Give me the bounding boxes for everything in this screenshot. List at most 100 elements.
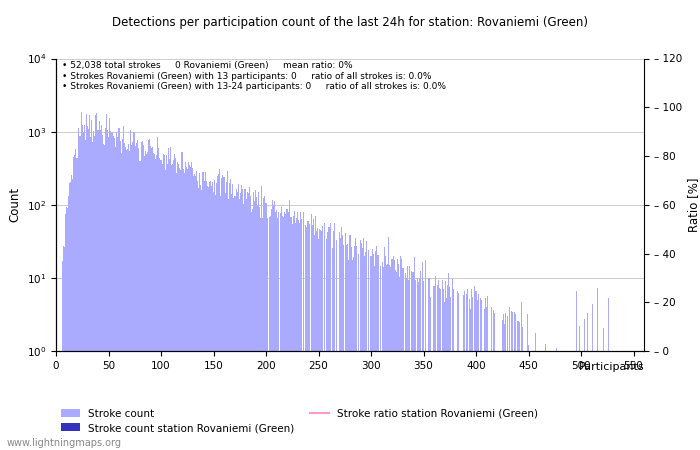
- Bar: [225, 182, 227, 450]
- Bar: [68, 196, 69, 450]
- Bar: [356, 246, 357, 450]
- Bar: [251, 212, 252, 450]
- Bar: [125, 147, 126, 450]
- Bar: [275, 212, 276, 450]
- Bar: [294, 211, 295, 450]
- Bar: [193, 176, 194, 450]
- Bar: [181, 152, 183, 450]
- Bar: [231, 194, 232, 450]
- Bar: [252, 208, 253, 450]
- Bar: [284, 212, 286, 450]
- Bar: [250, 196, 251, 450]
- Bar: [576, 291, 578, 450]
- Bar: [269, 217, 270, 450]
- Bar: [186, 166, 187, 450]
- Bar: [345, 233, 346, 450]
- Bar: [556, 348, 557, 450]
- Bar: [254, 201, 255, 450]
- Bar: [339, 232, 340, 450]
- Bar: [171, 165, 172, 450]
- Bar: [425, 261, 426, 450]
- Bar: [358, 255, 359, 450]
- Bar: [380, 266, 381, 450]
- Bar: [437, 285, 438, 450]
- Bar: [446, 298, 447, 450]
- Bar: [406, 279, 407, 450]
- Bar: [108, 136, 109, 450]
- Bar: [314, 235, 315, 450]
- Bar: [274, 201, 275, 450]
- Bar: [189, 165, 190, 450]
- Bar: [114, 138, 116, 450]
- Bar: [281, 207, 282, 450]
- Bar: [340, 238, 341, 450]
- Bar: [196, 171, 197, 450]
- Bar: [150, 146, 151, 450]
- Bar: [517, 321, 519, 450]
- Bar: [440, 289, 441, 450]
- Bar: [383, 267, 384, 450]
- Bar: [166, 155, 167, 450]
- Bar: [439, 288, 440, 450]
- Bar: [164, 170, 166, 450]
- Bar: [385, 256, 386, 450]
- Bar: [312, 225, 313, 450]
- Bar: [167, 163, 168, 450]
- Bar: [190, 166, 191, 450]
- Bar: [116, 132, 118, 450]
- Y-axis label: Count: Count: [8, 187, 21, 222]
- Bar: [148, 140, 149, 450]
- Bar: [597, 288, 598, 450]
- Bar: [481, 301, 482, 450]
- Bar: [91, 121, 92, 450]
- Bar: [311, 214, 312, 450]
- Bar: [286, 209, 288, 450]
- Bar: [198, 188, 200, 450]
- Bar: [67, 208, 68, 450]
- Bar: [160, 160, 162, 450]
- Bar: [175, 158, 176, 450]
- Bar: [230, 179, 231, 450]
- Bar: [105, 128, 106, 450]
- Bar: [107, 130, 108, 450]
- Bar: [76, 158, 78, 450]
- Bar: [202, 172, 204, 450]
- Bar: [217, 176, 218, 450]
- Bar: [360, 240, 361, 450]
- Bar: [127, 149, 128, 450]
- Bar: [515, 315, 517, 450]
- Bar: [370, 256, 372, 450]
- Bar: [400, 256, 401, 450]
- Bar: [452, 279, 454, 450]
- Bar: [449, 288, 450, 450]
- Bar: [144, 156, 145, 450]
- Bar: [353, 257, 354, 450]
- Bar: [206, 186, 208, 450]
- Bar: [89, 115, 90, 450]
- Bar: [456, 291, 458, 450]
- Bar: [112, 132, 113, 450]
- Legend: Stroke count, Stroke count station Rovaniemi (Green), Stroke ratio station Rovan: Stroke count, Stroke count station Rovan…: [61, 409, 538, 433]
- Bar: [587, 313, 588, 450]
- Bar: [521, 302, 522, 450]
- Bar: [153, 153, 154, 450]
- Bar: [136, 143, 137, 450]
- Text: Participants: Participants: [578, 362, 644, 372]
- Bar: [511, 311, 512, 450]
- Bar: [210, 181, 211, 450]
- Bar: [368, 251, 370, 450]
- Bar: [122, 126, 124, 450]
- Bar: [448, 273, 449, 450]
- Bar: [403, 268, 404, 450]
- Bar: [232, 184, 233, 450]
- Bar: [128, 144, 129, 450]
- Bar: [429, 278, 430, 450]
- Bar: [328, 227, 330, 450]
- Bar: [477, 294, 479, 450]
- Bar: [74, 155, 76, 450]
- Bar: [324, 223, 326, 450]
- Bar: [419, 278, 420, 450]
- Bar: [256, 198, 257, 450]
- Bar: [173, 160, 174, 450]
- Bar: [109, 117, 110, 450]
